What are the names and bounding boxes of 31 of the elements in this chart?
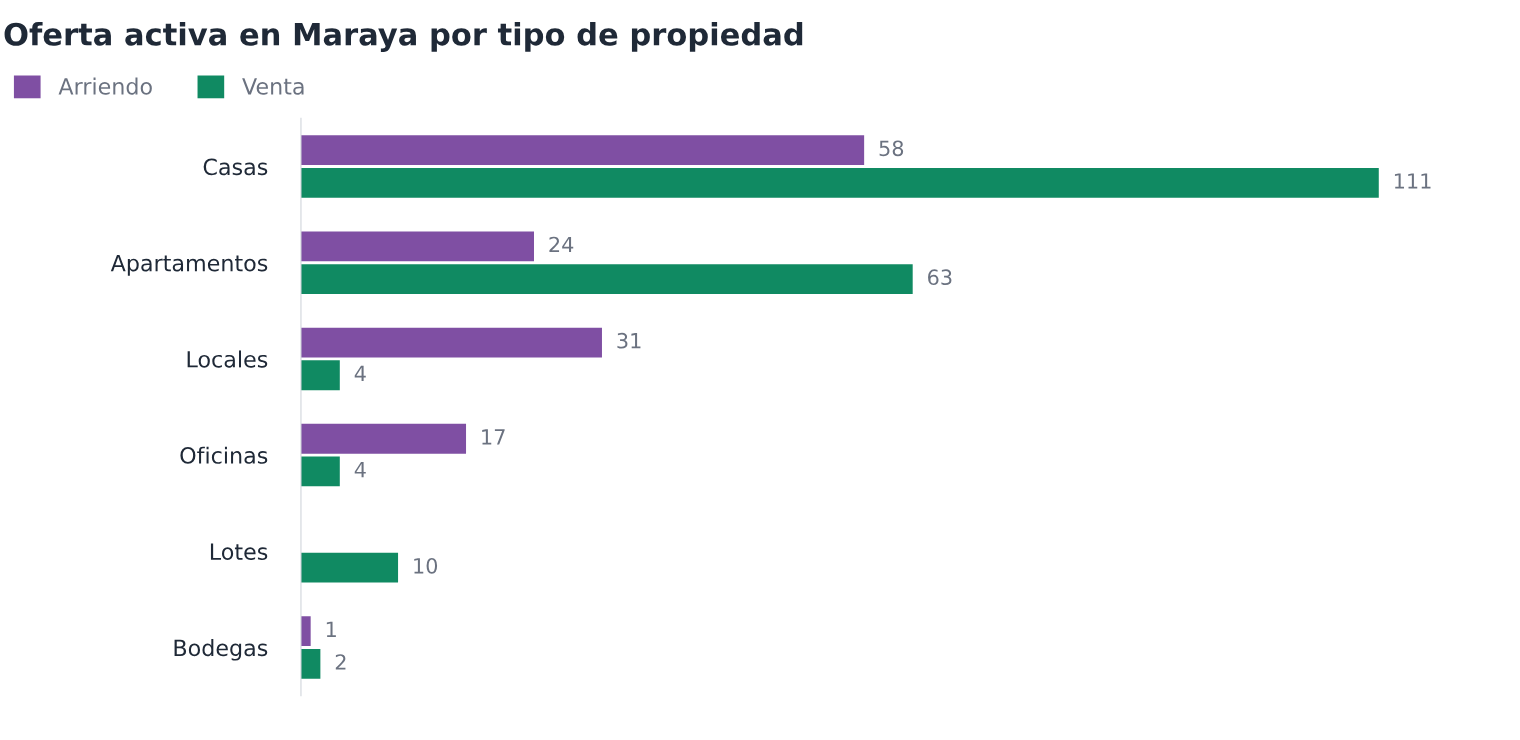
bar — [300, 552, 399, 583]
data-label: 17 — [482, 429, 505, 445]
bar — [300, 360, 340, 391]
bar — [300, 135, 865, 166]
bar — [300, 231, 534, 262]
bar — [300, 616, 311, 647]
bar — [300, 648, 321, 679]
data-label: 4 — [354, 365, 366, 381]
y-tick-label: Lotes — [210, 543, 268, 561]
data-label: 2 — [335, 654, 346, 670]
bar — [300, 167, 1379, 198]
legend-label: Venta — [242, 78, 304, 95]
data-label: 31 — [617, 332, 641, 349]
legend-label: Arriendo — [58, 77, 152, 95]
data-label: 58 — [879, 140, 904, 157]
bar — [300, 264, 913, 294]
y-tick-label: Apartamentos — [110, 254, 268, 276]
bar — [300, 456, 340, 487]
data-label: 24 — [549, 236, 574, 253]
y-tick-label: Oficinas — [180, 446, 268, 464]
data-label: 1 — [326, 621, 336, 637]
data-label: 111 — [1394, 173, 1431, 189]
data-label: 10 — [414, 557, 438, 574]
data-label: 4 — [354, 462, 366, 478]
bar — [300, 327, 602, 358]
bar — [300, 423, 467, 454]
data-label: 63 — [928, 269, 952, 286]
y-tick-label: Locales — [187, 350, 268, 368]
y-tick-label: Casas — [203, 158, 268, 176]
chart-title: Oferta activa en Maraya por tipo de propiedad — [4, 22, 803, 52]
y-tick-label: Bodegas — [174, 639, 268, 661]
